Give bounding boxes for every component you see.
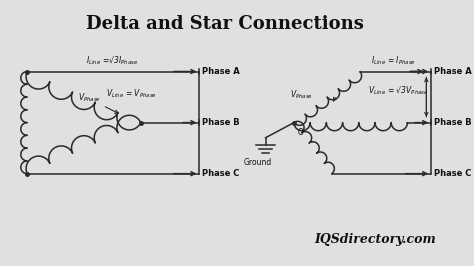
Text: O: O	[298, 128, 303, 137]
Text: Delta and Star Connections: Delta and Star Connections	[86, 15, 364, 33]
Text: $\mathregular{V_{Phase}}$: $\mathregular{V_{Phase}}$	[78, 91, 101, 104]
Text: $\mathregular{V_{Line}}$ = $\mathregular{V_{Phase}}$: $\mathregular{V_{Line}}$ = $\mathregular…	[106, 87, 157, 99]
Text: Phase B: Phase B	[434, 118, 472, 127]
Text: IQSdirectory.com: IQSdirectory.com	[314, 232, 436, 246]
Text: $\mathregular{I_{Line}}$ = $\mathregular{I_{Phase}}$: $\mathregular{I_{Line}}$ = $\mathregular…	[371, 54, 416, 67]
Text: Phase A: Phase A	[434, 67, 472, 76]
Text: Phase C: Phase C	[202, 169, 239, 178]
Text: Phase B: Phase B	[202, 118, 240, 127]
Text: $\mathregular{V_{Phase}}$: $\mathregular{V_{Phase}}$	[290, 89, 313, 101]
Text: Ground: Ground	[244, 157, 272, 167]
Text: $\mathregular{I_{Line}}$ =√3$\mathregular{I_{Phase}}$: $\mathregular{I_{Line}}$ =√3$\mathregula…	[86, 54, 138, 67]
Text: Phase A: Phase A	[202, 67, 240, 76]
Text: $\mathregular{V_{Line}}$ = √3$\mathregular{V_{Phase}}$: $\mathregular{V_{Line}}$ = √3$\mathregul…	[368, 84, 428, 97]
Text: Phase C: Phase C	[434, 169, 471, 178]
